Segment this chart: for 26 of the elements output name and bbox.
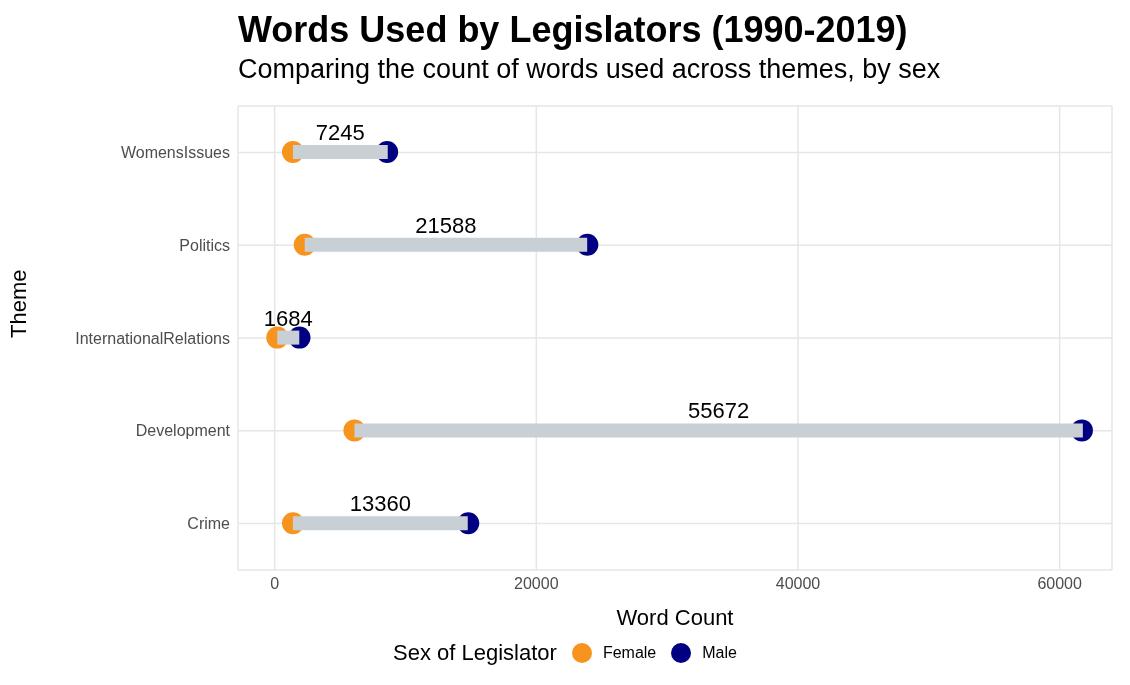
y-tick-label: Politics — [179, 236, 230, 254]
chart-subtitle: Comparing the count of words used across themes, by sex — [238, 53, 942, 86]
data-label: 55672 — [688, 398, 750, 424]
bar — [292, 145, 388, 159]
y-axis-title: Theme — [5, 269, 31, 338]
x-tick-label: 60000 — [1037, 575, 1083, 593]
legend-label: Female — [602, 644, 657, 662]
y-tick-label: WomensIssues — [120, 144, 230, 162]
bar — [292, 516, 468, 531]
data-label: 13360 — [349, 491, 411, 517]
legend-title: Sex of Legislator — [393, 640, 557, 666]
x-tick-label: 20000 — [514, 575, 559, 593]
x-tick-label: 40000 — [775, 575, 821, 593]
bar — [354, 423, 1083, 438]
data-label: 21588 — [415, 212, 477, 238]
y-tick-label: Crime — [187, 515, 231, 533]
y-tick-label: Development — [135, 422, 231, 440]
bar — [304, 237, 588, 252]
data-label: 1684 — [263, 305, 313, 331]
legend-label: Male — [702, 644, 737, 662]
data-label: 7245 — [315, 120, 365, 145]
chart-title: Words Used by Legislators (1990-2019) — [238, 8, 909, 52]
bar — [277, 330, 300, 345]
x-axis-title: Word Count — [616, 605, 734, 630]
y-tick-label: InternationalRelations — [75, 329, 230, 347]
x-tick-label: 0 — [270, 575, 280, 593]
